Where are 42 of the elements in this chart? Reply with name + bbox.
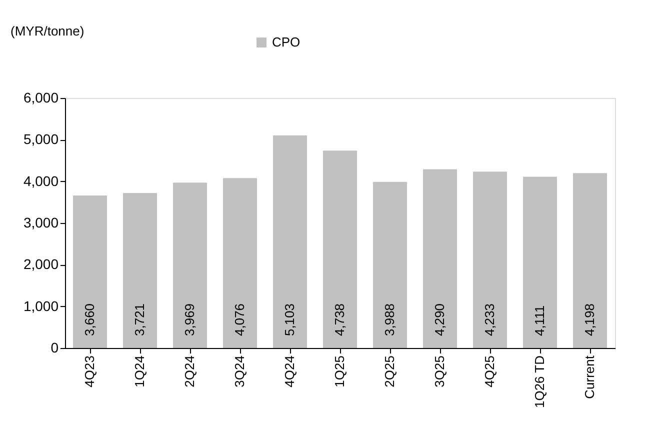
y-tick-label: 0 xyxy=(50,340,59,356)
legend-label: CPO xyxy=(272,34,300,50)
x-tick-label: 4Q23 xyxy=(82,356,97,388)
data-label: 3,988 xyxy=(382,303,397,336)
data-label: 4,738 xyxy=(332,303,347,336)
x-tick-label: 1Q24 xyxy=(132,356,147,388)
y-tick-label: 2,000 xyxy=(23,256,59,272)
x-tick-label: 1Q25 xyxy=(332,356,347,388)
x-tick-label: 4Q25 xyxy=(482,356,497,388)
bar xyxy=(323,150,357,348)
bar xyxy=(523,176,557,348)
y-tick-label: 4,000 xyxy=(23,172,59,189)
x-tick-label: 2Q25 xyxy=(382,356,397,388)
y-tick-label: 3,000 xyxy=(23,214,59,230)
bar xyxy=(373,182,407,348)
data-label: 4,198 xyxy=(582,303,597,336)
x-tick-label: 3Q25 xyxy=(432,356,447,388)
data-label: 4,233 xyxy=(482,303,497,336)
data-label: 3,721 xyxy=(132,303,147,336)
bar xyxy=(273,135,307,348)
data-label: 3,969 xyxy=(182,303,197,336)
y-tick-label: 1,000 xyxy=(23,298,59,314)
data-label: 4,111 xyxy=(532,305,547,336)
x-tick-label: 3Q24 xyxy=(232,356,247,388)
x-tick-label: 1Q26 TD xyxy=(532,356,547,408)
bar xyxy=(123,192,157,348)
y-tick-label: 5,000 xyxy=(23,131,59,148)
data-label: 4,076 xyxy=(232,303,247,336)
bar xyxy=(423,169,457,348)
y-axis-title: (MYR/tonne) xyxy=(10,24,84,38)
bar xyxy=(223,178,257,348)
x-tick-label: 4Q24 xyxy=(282,356,297,388)
data-label: 5,103 xyxy=(282,303,297,336)
bar xyxy=(173,182,207,348)
data-label: 4,290 xyxy=(432,303,447,336)
x-tick-label: 2Q24 xyxy=(182,356,197,388)
y-tick-label: 6,000 xyxy=(23,90,59,106)
bar xyxy=(73,196,107,348)
x-tick-label: Current xyxy=(582,355,597,399)
bar xyxy=(573,173,607,348)
bar xyxy=(473,172,507,348)
data-label: 3,660 xyxy=(82,303,97,336)
